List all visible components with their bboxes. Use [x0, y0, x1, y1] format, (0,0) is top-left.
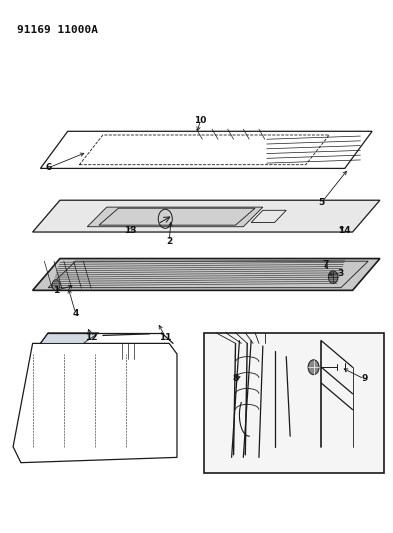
Text: 9: 9 — [361, 374, 367, 383]
Polygon shape — [40, 333, 99, 343]
Circle shape — [308, 360, 319, 375]
Text: 1: 1 — [53, 286, 59, 295]
FancyBboxPatch shape — [204, 333, 384, 473]
Circle shape — [52, 280, 60, 290]
Text: 2: 2 — [166, 237, 172, 246]
Text: 10: 10 — [194, 116, 207, 125]
Text: 6: 6 — [45, 164, 51, 172]
Text: 4: 4 — [72, 309, 79, 318]
Text: 5: 5 — [318, 198, 325, 207]
Text: 14: 14 — [338, 226, 351, 235]
Text: 91169 11000A: 91169 11000A — [17, 25, 98, 35]
Text: 3: 3 — [338, 269, 344, 278]
Text: 8: 8 — [232, 374, 239, 383]
Circle shape — [329, 271, 338, 284]
Text: 7: 7 — [322, 260, 329, 269]
Text: 12: 12 — [85, 333, 97, 342]
Polygon shape — [33, 259, 380, 290]
Text: 11: 11 — [159, 333, 171, 342]
Text: 13: 13 — [124, 226, 136, 235]
Polygon shape — [33, 200, 380, 232]
Polygon shape — [87, 207, 263, 227]
